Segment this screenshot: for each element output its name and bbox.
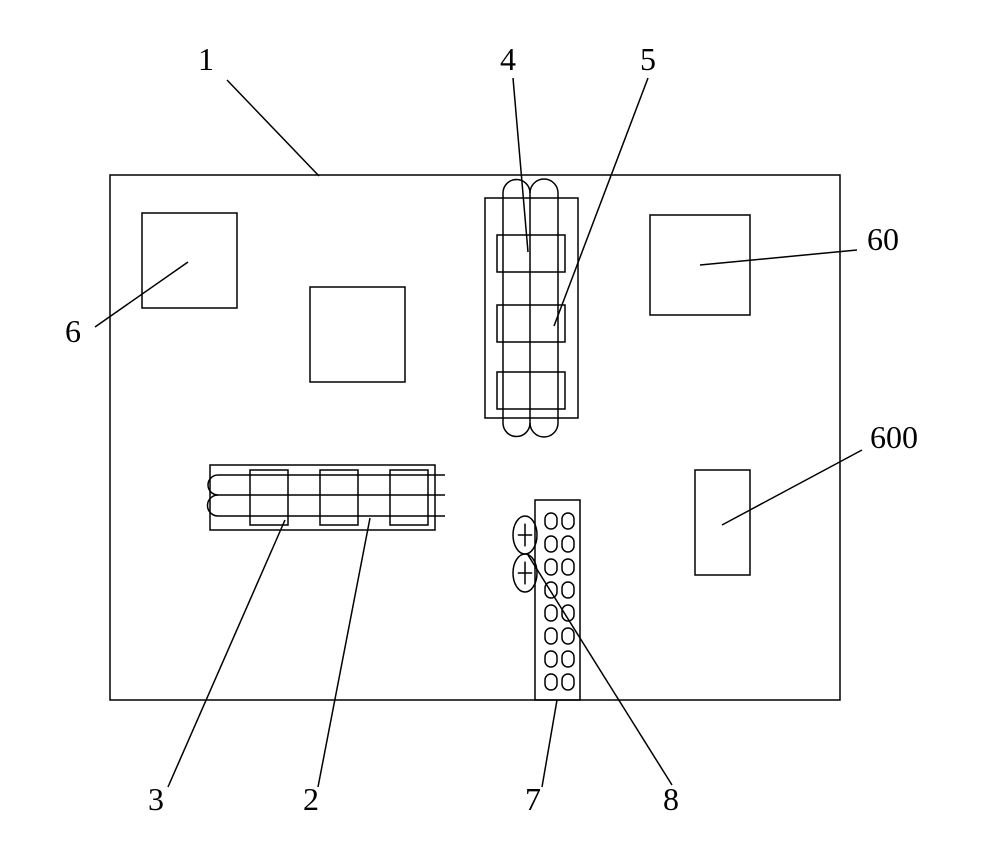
label-4: 4	[500, 41, 516, 77]
v-block-0	[497, 235, 565, 272]
slot-0-2	[545, 559, 557, 575]
label-2: 2	[303, 781, 319, 817]
h-loop-1	[208, 495, 218, 516]
slot-1-6	[562, 651, 574, 667]
label-5: 5	[640, 41, 656, 77]
slot-1-7	[562, 674, 574, 690]
v-top-loop-0	[503, 180, 530, 194]
component-600	[695, 470, 750, 575]
label-7: 7	[525, 781, 541, 817]
v-bot-loop-0	[503, 423, 530, 437]
slot-0-5	[545, 628, 557, 644]
label-1: 1	[198, 41, 214, 77]
leader-60	[700, 250, 857, 265]
label-600: 600	[870, 419, 918, 455]
slot-1-2	[562, 559, 574, 575]
leader-4	[513, 78, 528, 252]
label-8: 8	[663, 781, 679, 817]
label-60: 60	[867, 221, 899, 257]
leader-3	[168, 520, 285, 787]
slot-1-3	[562, 582, 574, 598]
slot-1-5	[562, 628, 574, 644]
leader-8	[528, 555, 672, 785]
label-6: 6	[65, 313, 81, 349]
leader-600	[722, 450, 862, 525]
v-top-loop-1	[530, 179, 558, 193]
leader-5	[554, 78, 648, 326]
leader-1	[227, 80, 319, 176]
slot-1-0	[562, 513, 574, 529]
vertical-module	[485, 198, 578, 418]
v-bot-loop-1	[530, 423, 558, 437]
slot-1-1	[562, 536, 574, 552]
slot-0-1	[545, 536, 557, 552]
main-board	[110, 175, 840, 700]
slot-0-6	[545, 651, 557, 667]
label-3: 3	[148, 781, 164, 817]
component-center	[310, 287, 405, 382]
slot-0-0	[545, 513, 557, 529]
technical-diagram: 1 2 3 4 5 6 7 8 60 600	[0, 0, 1000, 846]
slot-0-4	[545, 605, 557, 621]
perforated-panel	[535, 500, 580, 700]
v-block-2	[497, 372, 565, 409]
leader-2	[318, 518, 370, 787]
leader-7	[542, 700, 557, 787]
component-6	[142, 213, 237, 308]
slot-0-7	[545, 674, 557, 690]
